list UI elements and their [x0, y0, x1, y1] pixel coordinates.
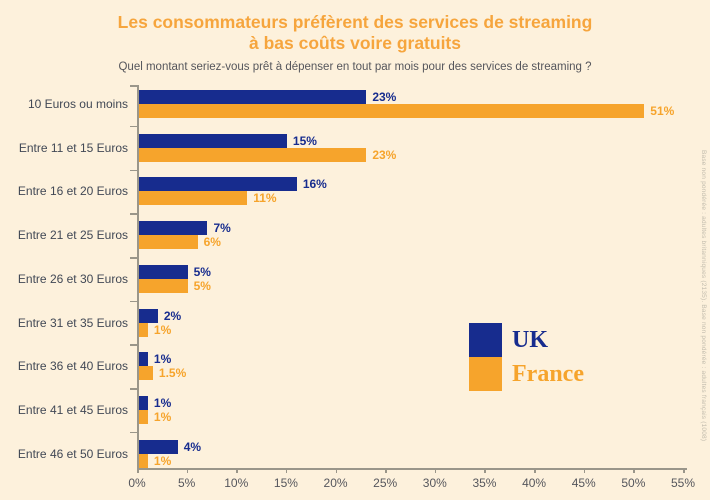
x-tick — [385, 468, 387, 473]
category-label: Entre 36 et 40 Euros — [17, 359, 128, 374]
bar-france — [138, 104, 645, 118]
legend-label-uk: UK — [512, 327, 548, 353]
x-tick — [534, 468, 536, 473]
chart-subtitle: Quel montant seriez-vous prêt à dépenser… — [118, 61, 592, 73]
x-tick — [335, 468, 338, 473]
value-label-uk: 15% — [292, 133, 317, 148]
bar-uk — [138, 439, 178, 454]
bar-uk — [138, 308, 158, 323]
bar-uk — [138, 177, 297, 192]
value-label-uk: 23% — [372, 90, 397, 104]
value-label-uk: 2% — [163, 308, 182, 323]
x-tick-label: 20% — [323, 476, 348, 490]
y-tick — [130, 85, 137, 87]
y-tick — [130, 344, 137, 346]
y-tick — [130, 300, 137, 303]
bar-uk — [138, 90, 367, 104]
chart-title-line2: à bas coûts voire gratuits — [248, 33, 461, 53]
x-tick — [137, 468, 139, 473]
value-label-france: 5% — [193, 278, 211, 293]
value-label-france: 1.5% — [158, 366, 187, 381]
legend-label-france: France — [512, 361, 584, 387]
x-tick-label: 15% — [273, 476, 298, 490]
x-tick-label: 0% — [128, 476, 146, 490]
x-tick — [484, 468, 486, 473]
category-label: Entre 21 et 25 Euros — [17, 228, 128, 243]
value-label-france: 1% — [153, 453, 172, 468]
x-tick-label: 45% — [571, 476, 596, 490]
bar-uk — [138, 221, 208, 236]
value-label-france: 11% — [253, 191, 277, 206]
category-label: Entre 31 et 35 Euros — [17, 315, 128, 330]
x-tick-label: 35% — [472, 476, 497, 490]
legend-swatch-uk — [469, 323, 502, 357]
y-tick — [130, 169, 137, 172]
x-tick-label: 50% — [621, 476, 646, 490]
value-label-france: 51% — [650, 104, 675, 118]
x-tick — [633, 468, 635, 473]
x-tick-label: 40% — [522, 476, 547, 490]
bar-france — [138, 322, 148, 337]
bar-uk — [138, 352, 148, 367]
bar-france — [138, 235, 198, 250]
category-label: 10 Euros ou moins — [27, 97, 128, 111]
x-tick-label: 5% — [177, 476, 196, 490]
x-tick — [583, 468, 586, 473]
bar-france — [138, 409, 148, 424]
y-tick — [130, 213, 137, 215]
x-tick — [285, 468, 288, 473]
x-tick — [186, 468, 189, 473]
bar-france — [138, 191, 248, 206]
category-label: Entre 41 et 45 Euros — [17, 402, 128, 417]
bar-uk — [138, 133, 287, 148]
bar-france — [138, 366, 153, 381]
x-tick — [236, 468, 238, 473]
value-label-uk: 5% — [193, 264, 211, 279]
y-axis-line — [137, 85, 139, 468]
chart-title-line1: Les consommateurs préfèrent des services… — [117, 12, 593, 32]
value-label-uk: 7% — [213, 221, 231, 236]
bar-france — [138, 453, 148, 468]
value-label-uk: 4% — [183, 439, 202, 454]
x-tick — [683, 468, 685, 473]
x-tick-label: 25% — [373, 476, 398, 490]
y-tick — [130, 388, 137, 390]
category-label: Entre 46 et 50 Euros — [17, 446, 128, 461]
category-label: Entre 11 et 15 Euros — [18, 140, 128, 155]
category-label: Entre 26 et 30 Euros — [17, 271, 128, 286]
chart-title: Les consommateurs préfèrent des services… — [0, 12, 710, 54]
source-note: Base non pondérée : adultes britanniques… — [700, 150, 707, 442]
category-label: Entre 16 et 20 Euros — [17, 184, 128, 199]
bar-france — [138, 278, 188, 293]
x-tick-label: 30% — [422, 476, 447, 490]
y-tick — [130, 125, 137, 128]
bar-france — [138, 147, 367, 162]
value-label-uk: 1% — [153, 352, 172, 367]
value-label-france: 6% — [203, 235, 221, 250]
y-tick — [130, 431, 137, 434]
legend-swatch-france — [469, 357, 502, 391]
value-label-france: 1% — [153, 409, 172, 424]
x-tick-label: 55% — [670, 476, 696, 490]
x-tick — [434, 468, 437, 473]
bar-uk — [138, 264, 188, 279]
x-tick-label: 10% — [224, 476, 249, 490]
value-label-uk: 16% — [302, 177, 327, 192]
value-label-france: 23% — [372, 147, 397, 162]
x-axis-line — [137, 468, 687, 470]
value-label-uk: 1% — [153, 395, 172, 410]
value-label-france: 1% — [153, 322, 172, 337]
bar-uk — [138, 395, 148, 410]
y-tick — [130, 257, 137, 259]
